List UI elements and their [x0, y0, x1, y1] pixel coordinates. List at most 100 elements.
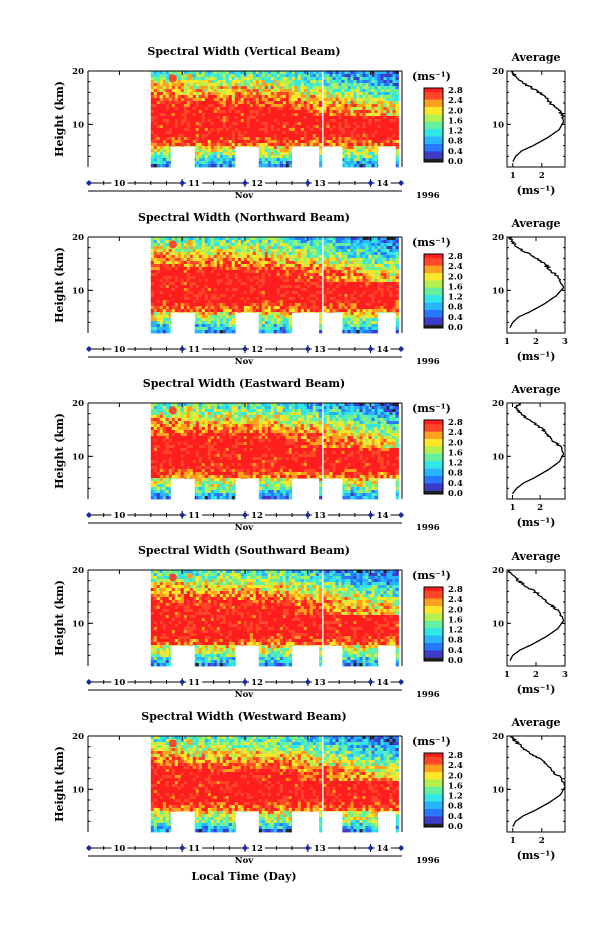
colorbar-swatch	[424, 139, 443, 144]
colorbar-tick-label: 0.8	[448, 469, 463, 479]
panel-1: Spectral Width (Vertical Beam) 10 20 Height…	[53, 45, 566, 201]
colorbar-swatch	[424, 812, 443, 817]
feature-blob	[168, 240, 177, 249]
colorbar-swatch	[424, 110, 443, 115]
colorbar-frame	[423, 752, 444, 828]
day-label-bg	[111, 344, 128, 354]
year-label: 1996	[416, 357, 440, 367]
colorbar-swatch	[424, 753, 443, 758]
colorbar-tick-label: 2.8	[448, 418, 463, 428]
day-tick-label: 14	[377, 511, 389, 521]
day-marker	[367, 845, 374, 851]
average-unit-label: (ms⁻¹)	[517, 184, 556, 197]
colorbar-tick-label: 1.2	[448, 626, 463, 636]
colorbar-swatch	[424, 453, 443, 458]
data-gap	[292, 645, 320, 667]
colorbar-tick-label: 0.8	[448, 802, 463, 812]
data-gap	[378, 645, 396, 667]
average-profile-line	[507, 569, 565, 662]
colorbar-tick-label: 2.4	[448, 428, 463, 438]
colorbar-tick-label: 0.0	[448, 656, 463, 666]
colorbar-tick-label: 0.0	[448, 157, 463, 167]
y-tick-label: 20	[72, 732, 84, 742]
colorbar-swatch	[424, 268, 443, 273]
average-x-tick-label: 2	[533, 337, 539, 347]
colorbar-tick-label: 0.4	[448, 313, 463, 323]
data-gap	[323, 146, 343, 168]
colorbar-swatch	[424, 309, 443, 314]
colorbar-tick-label: 0.0	[448, 323, 463, 333]
colorbar-tick-label: 2.4	[448, 595, 463, 605]
colorbar-swatch	[424, 313, 443, 318]
colorbar-swatch	[424, 287, 443, 292]
day-marker	[367, 180, 374, 186]
colorbar-tick-label: 2.4	[448, 96, 463, 106]
panel-title: Spectral Width (Westward Beam)	[141, 710, 346, 723]
average-unit-label: (ms⁻¹)	[517, 683, 556, 696]
day-label-bg	[111, 178, 128, 188]
colorbar-swatch	[424, 490, 443, 495]
day-marker	[304, 845, 311, 851]
colorbar-tick-label: 2.4	[448, 761, 463, 771]
colorbar-swatch	[424, 305, 443, 310]
average-x-tick-label: 1	[510, 171, 516, 181]
colorbar-swatch	[424, 125, 443, 130]
data-gap	[235, 478, 259, 500]
y-axis-label: Height (km)	[53, 81, 66, 157]
day-tick-label: 14	[377, 179, 389, 189]
colorbar-swatch	[424, 272, 443, 277]
day-label-bg	[186, 677, 203, 687]
colorbar-swatch	[424, 819, 443, 824]
colorbar-swatch	[424, 154, 443, 159]
day-marker	[304, 679, 311, 685]
y-tick-label: 20	[72, 399, 84, 409]
colorbar-swatch	[424, 121, 443, 126]
data-gap	[235, 811, 259, 833]
data-gap	[170, 312, 195, 334]
day-label-bg	[249, 843, 265, 853]
average-y-tick-label: 20	[492, 233, 504, 243]
feature-blob	[186, 239, 193, 246]
colorbar-swatch	[424, 620, 443, 625]
colorbar-tick-label: 2.8	[448, 585, 463, 595]
day-tick-label: 10	[113, 844, 125, 854]
day-marker	[86, 845, 92, 851]
colorbar-unit: (ms⁻¹)	[412, 70, 451, 83]
colorbar-swatch	[424, 150, 443, 156]
colorbar-swatch	[424, 642, 443, 647]
day-marker	[179, 512, 186, 518]
colorbar-swatch	[424, 279, 443, 285]
average-title: Average	[510, 383, 560, 396]
average-x-tick-label: 2	[533, 670, 539, 680]
colorbar-swatch	[424, 106, 443, 111]
data-gap	[378, 478, 396, 500]
feature-blob	[168, 739, 177, 748]
colorbar-tick-label: 0.0	[448, 822, 463, 832]
day-marker	[179, 679, 186, 685]
day-tick-label: 14	[377, 678, 389, 688]
day-marker	[179, 180, 186, 186]
day-label-bg	[374, 178, 391, 188]
colorbar-tick-label: 0.4	[448, 479, 463, 489]
average-title: Average	[510, 550, 560, 563]
colorbar-swatch	[424, 475, 443, 480]
colorbar-frame	[423, 87, 444, 163]
average-x-tick-label: 1	[504, 670, 510, 680]
average-x-tick-label: 3	[562, 670, 568, 680]
day-marker	[398, 679, 404, 685]
average-title: Average	[510, 716, 560, 729]
average-profile-line	[507, 236, 565, 329]
day-tick-label: 10	[113, 345, 125, 355]
day-marker	[398, 512, 404, 518]
colorbar-swatch	[424, 635, 443, 640]
panel-5: Spectral Width (Westward Beam) 10 20 Height…	[53, 710, 566, 866]
day-marker	[304, 180, 311, 186]
data-gap	[292, 312, 320, 334]
colorbar-swatch	[424, 601, 443, 606]
day-marker	[304, 346, 311, 352]
day-label-bg	[311, 677, 328, 687]
colorbar-tick-label: 1.2	[448, 792, 463, 802]
average-unit-label: (ms⁻¹)	[517, 849, 556, 862]
month-label: Nov	[235, 856, 254, 866]
colorbar-swatch	[424, 427, 443, 432]
